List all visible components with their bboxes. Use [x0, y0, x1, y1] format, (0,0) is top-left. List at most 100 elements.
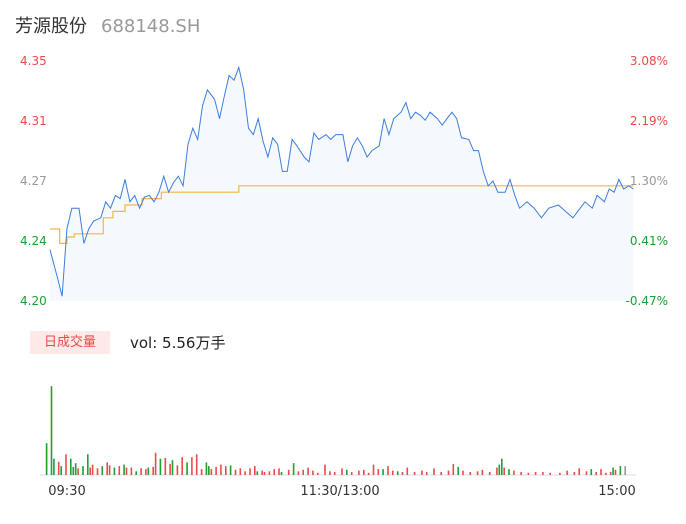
volume-bar: [498, 464, 501, 475]
volume-bar: [382, 469, 384, 475]
volume-bar: [297, 471, 300, 475]
volume-bar: [239, 468, 242, 475]
volume-bar: [45, 443, 48, 475]
left-tick-label: 4.20: [20, 294, 47, 308]
volume-bar: [249, 468, 251, 475]
volume-bar: [89, 467, 91, 475]
volume-bar: [612, 467, 614, 475]
volume-bar: [346, 469, 348, 475]
volume-bar: [263, 472, 266, 475]
volume-bar: [401, 472, 404, 475]
volume-bar: [573, 472, 576, 475]
left-axis: 4.35 4.31 4.27 4.24 4.20: [20, 54, 47, 308]
volume-bar: [164, 458, 167, 475]
volume-bar: [215, 466, 217, 475]
volume-bar: [457, 466, 459, 475]
volume-bar: [74, 463, 77, 475]
volume-bar: [118, 466, 121, 475]
volume-bar: [254, 466, 256, 475]
volume-bar: [261, 470, 263, 475]
volume-bar: [130, 467, 133, 475]
average-price-line: [50, 185, 634, 244]
volume-bar: [96, 468, 99, 475]
volume-bar: [600, 469, 602, 475]
volume-bar: [244, 471, 246, 475]
volume-bar: [595, 472, 597, 475]
right-tick-label: 1.30%: [630, 174, 668, 188]
volume-bar: [70, 458, 72, 475]
volume-bar: [147, 467, 150, 475]
volume-bar: [152, 466, 154, 475]
volume-bar: [113, 467, 116, 475]
volume-bar: [387, 466, 389, 475]
volume-bar: [287, 469, 290, 475]
volume-bar: [135, 471, 137, 475]
volume-bar: [590, 469, 593, 475]
volume-bar: [363, 469, 365, 475]
volume-bar: [125, 467, 128, 475]
volume-bar: [396, 471, 399, 475]
volume-bar: [186, 462, 188, 475]
volume-bar: [367, 472, 370, 475]
volume-bar: [469, 472, 472, 475]
volume-bar: [566, 470, 568, 475]
volume-bar: [77, 468, 79, 475]
volume-bar: [496, 467, 498, 475]
left-tick-label: 4.24: [20, 234, 47, 248]
volume-bar: [392, 470, 394, 475]
volume-bar: [585, 471, 588, 475]
volume-bar: [91, 464, 94, 475]
volume-bar: [200, 469, 203, 475]
volume-bar: [176, 465, 179, 475]
volume-bar: [234, 469, 237, 475]
volume-bar: [268, 471, 271, 475]
right-tick-label: -0.47%: [626, 294, 668, 308]
volume-bar: [452, 463, 455, 475]
volume-bar: [65, 454, 67, 475]
volume-bar: [333, 472, 336, 475]
volume-bar: [624, 466, 626, 475]
volume-bar: [280, 472, 283, 475]
volume-bar: [520, 472, 522, 475]
volume-bar: [433, 468, 435, 475]
volume-bar: [50, 386, 53, 475]
volume-bar: [229, 465, 232, 475]
average-line: [50, 185, 634, 244]
volume-bar: [101, 466, 104, 475]
volume-bar: [329, 471, 331, 475]
left-tick-label: 4.27: [20, 174, 47, 188]
volume-bar: [317, 472, 319, 475]
price-line: [49, 65, 634, 297]
volume-bar: [154, 452, 157, 475]
volume-bar: [53, 458, 55, 475]
volume-bar: [542, 472, 544, 475]
volume-bar: [145, 469, 147, 475]
time-axis: 09:30 11:30/13:00 15:00: [48, 484, 635, 499]
time-tick-label: 15:00: [598, 484, 635, 499]
volume-bar: [210, 469, 213, 475]
volume-bar: [447, 470, 450, 475]
volume-bar: [462, 470, 464, 475]
volume-bar: [195, 454, 198, 475]
right-axis: 3.08% 2.19% 1.30% 0.41% -0.47%: [626, 54, 668, 308]
volume-bar: [307, 467, 309, 475]
volume-bar: [191, 457, 193, 475]
volume-bar: [513, 470, 515, 475]
volume-bar: [72, 466, 75, 475]
volume-bar: [619, 466, 622, 475]
volume-bar: [421, 470, 423, 475]
volume-bar: [413, 472, 416, 475]
price-area: [50, 67, 634, 302]
volume-bar: [169, 463, 171, 475]
volume-bar: [225, 466, 227, 475]
volume-bar: [559, 472, 561, 475]
volume-bar: [60, 466, 62, 475]
volume-bar: [87, 454, 89, 475]
volume-bar: [106, 462, 108, 475]
volume-bar: [171, 460, 174, 475]
volume-bar: [614, 469, 617, 475]
volume-bar: [488, 472, 491, 475]
volume-bar: [82, 466, 84, 475]
volume-bar: [312, 470, 314, 475]
